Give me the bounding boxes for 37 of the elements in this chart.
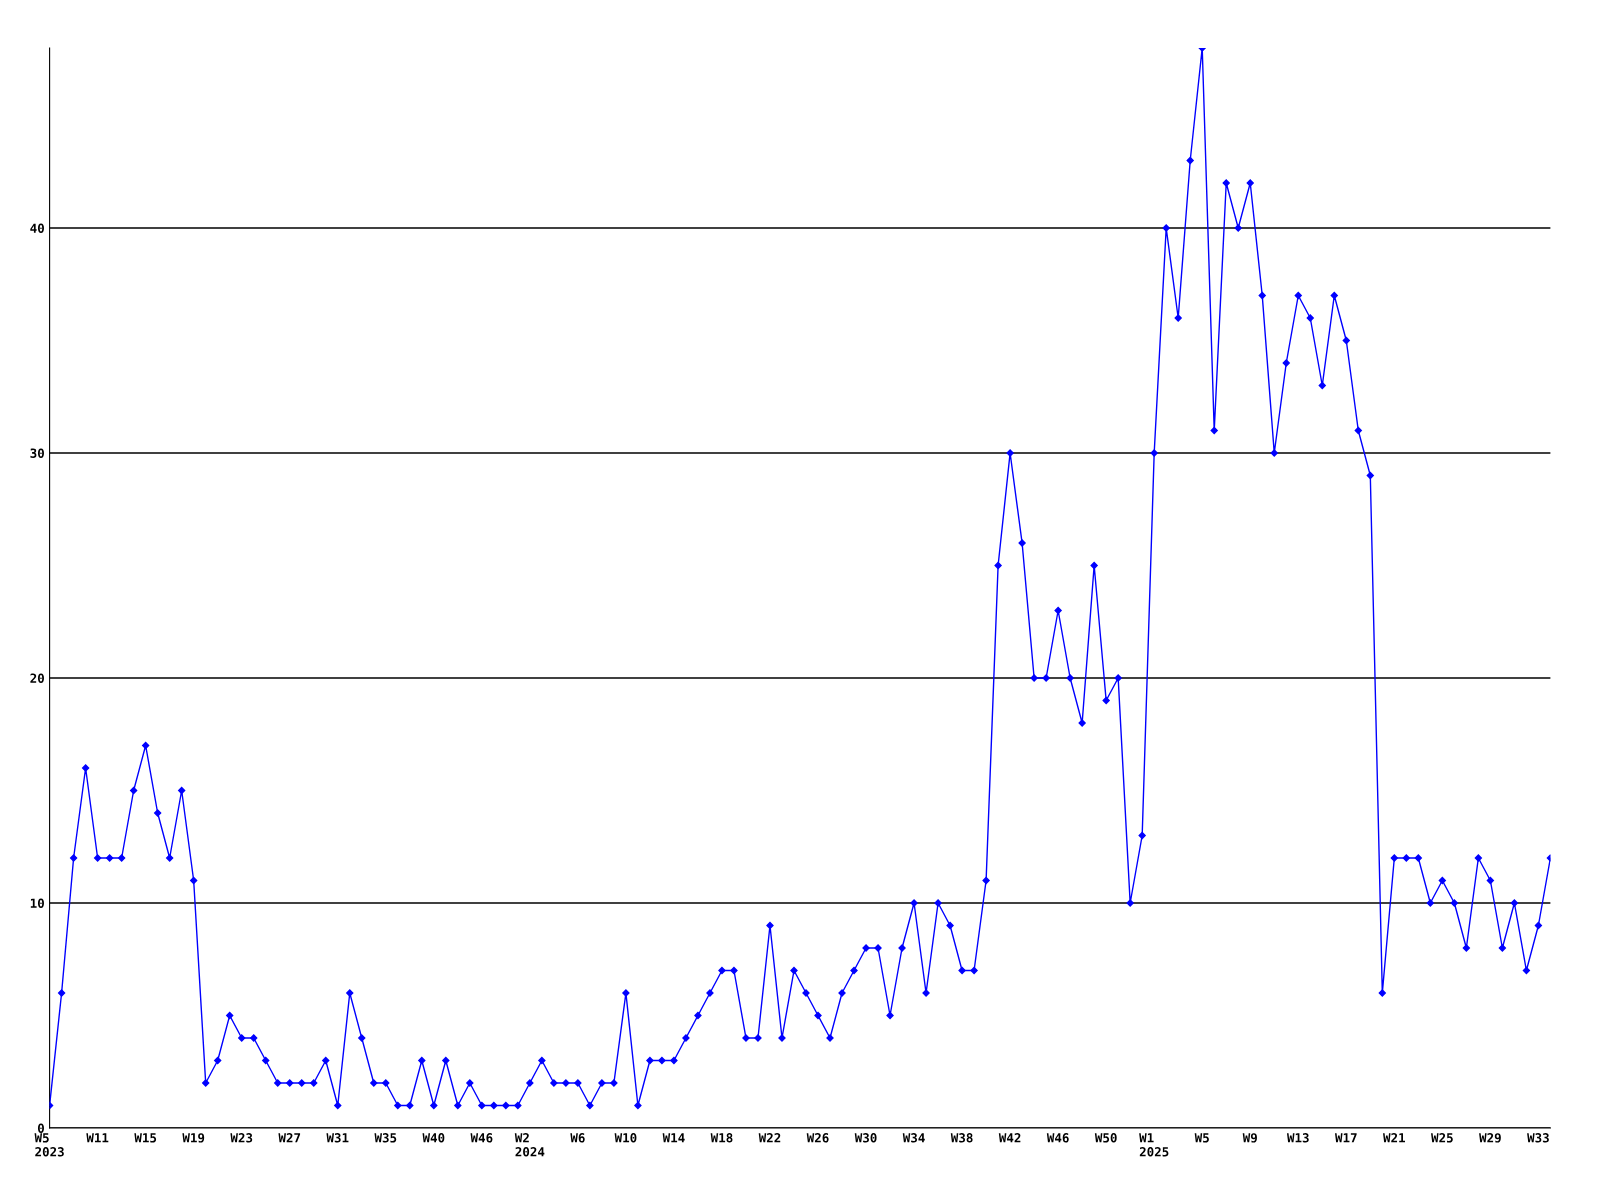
x-tick-label: W26 [806,1133,829,1143]
x-tick-label: W14 [662,1133,685,1143]
x-tick-label: W11 [86,1133,109,1143]
x-tick-label: W23 [230,1133,253,1143]
x-tick-label: W6 [570,1133,585,1143]
x-tick-label: W13 [1286,1133,1309,1143]
x-tick-label: W10 [614,1133,637,1143]
x-tick-label: W50 [1094,1133,1117,1143]
x-tick-label: W31 [326,1133,349,1143]
x-tick-label: W46 [470,1133,493,1143]
x-tick-label: W25 [1431,1133,1453,1143]
x-tick-label: W42 [998,1133,1021,1143]
x-tick-label: W1 2025 [1139,1133,1169,1157]
x-tick-label: W5 2023 [34,1133,64,1157]
x-tick-label: W30 [854,1133,877,1143]
x-tick-label: W27 [278,1133,301,1143]
x-tick-label: W33 [1527,1133,1549,1143]
x-tick-label: W22 [758,1133,781,1143]
x-tick-label: W17 [1335,1133,1357,1143]
x-tick-label: W29 [1479,1133,1501,1143]
y-tick-label: 20 [30,673,44,683]
y-tick-label: 10 [30,898,44,908]
x-tick-label: W34 [902,1133,925,1143]
x-tick-label: W21 [1383,1133,1406,1143]
y-tick-label: 0 [37,1123,44,1133]
x-tick-label: W38 [950,1133,973,1143]
x-tick-label: W9 [1242,1133,1257,1143]
x-tick-label: W35 [374,1133,397,1143]
x-tick-label: W5 [1194,1133,1209,1143]
x-tick-label: W19 [182,1133,205,1143]
y-tick-label: 40 [30,223,44,233]
x-tick-label: W15 [134,1133,157,1143]
x-tick-label: W18 [710,1133,733,1143]
x-tick-label: W46 [1046,1133,1069,1143]
y-tick-label: 30 [30,448,44,458]
x-tick-label: W2 2024 [514,1133,545,1157]
x-tick-label: W40 [422,1133,445,1143]
